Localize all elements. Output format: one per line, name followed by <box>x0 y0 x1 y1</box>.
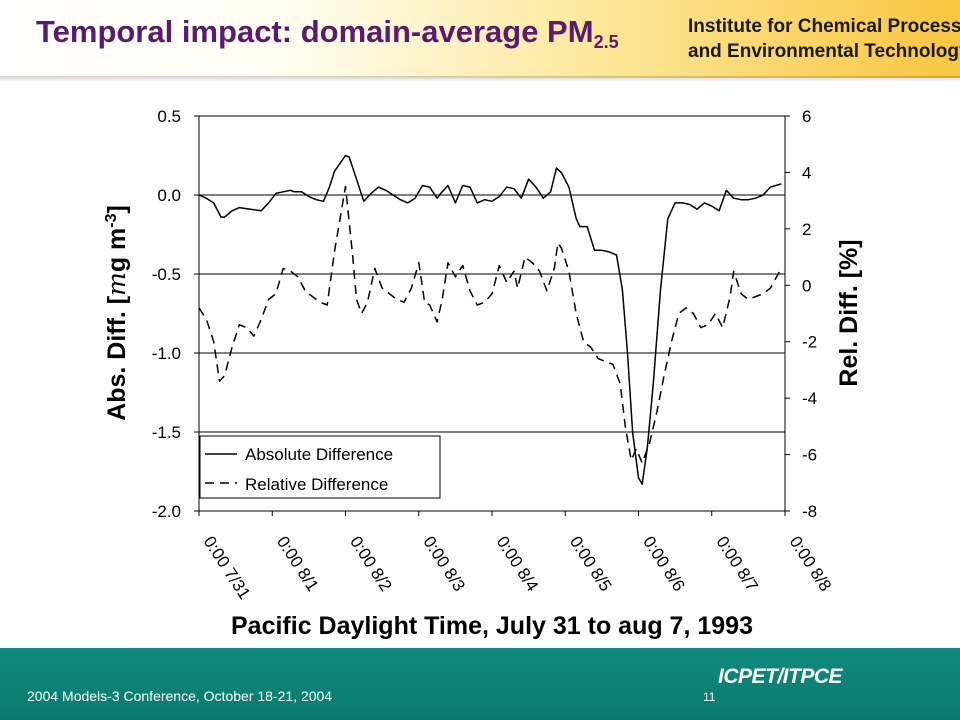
footer-conference-text: 2004 Models-3 Conference, October 18-21,… <box>27 688 333 704</box>
y-axis-title-right: Rel. Diff. [%] <box>835 239 863 386</box>
legend-label-relative: Relative Difference <box>245 475 388 494</box>
y-axis-title-left-mu: m <box>102 272 131 296</box>
x-axis-title: Pacific Daylight Time, July 31 to aug 7,… <box>231 612 753 640</box>
x-tick-label: 0:00 8/7 <box>712 533 761 595</box>
series-layer <box>198 154 782 485</box>
relative-difference-line <box>198 185 782 464</box>
right-tick-label: 4 <box>802 163 811 182</box>
x-axis-ticks: 0:00 7/31 0:00 8/1 0:00 8/2 0:00 8/3 0:00 8/… <box>198 511 835 603</box>
legend: Absolute Difference Relative Difference <box>199 435 441 499</box>
slide-title-subscript: 2.5 <box>593 32 619 52</box>
chart: 0.5 0.0 -0.5 -1.0 -1.5 -2.0 6 4 2 0 -2 -4 -6 -8 0:00… <box>102 107 863 640</box>
left-tick-label: 0.5 <box>157 107 181 126</box>
page-number: 11 <box>703 690 716 704</box>
y-axis-title-left-mid: g m <box>103 228 131 272</box>
slide-title: Temporal impact: domain-average PM2.5 <box>36 14 619 53</box>
left-tick-label: -2.0 <box>152 502 181 521</box>
right-tick-label: -8 <box>802 502 817 521</box>
right-tick-label: 6 <box>802 107 811 126</box>
slide-title-text: Temporal impact: domain-average PM <box>36 14 594 49</box>
institute-name: Institute for Chemical Process and Envir… <box>688 14 960 64</box>
right-axis-ticks: 6 4 2 0 -2 -4 -6 -8 <box>785 107 817 521</box>
x-tick-label: 0:00 8/6 <box>639 533 688 595</box>
legend-box <box>199 435 441 499</box>
chart-gridlines <box>199 194 785 433</box>
left-tick-label: -1.0 <box>152 344 181 363</box>
right-tick-label: -2 <box>802 333 817 352</box>
absolute-difference-line <box>198 154 782 485</box>
x-tick-label: 0:00 8/8 <box>786 533 835 595</box>
y-axis-title-left: Abs. Diff. [mg m-3] <box>102 205 131 421</box>
x-tick-label: 0:00 8/5 <box>566 533 615 595</box>
right-tick-label: 2 <box>802 220 811 239</box>
left-tick-label: -1.5 <box>152 423 181 442</box>
footer-bar <box>0 648 960 720</box>
x-tick-label: 0:00 8/4 <box>493 533 542 595</box>
left-axis-ticks: 0.5 0.0 -0.5 -1.0 -1.5 -2.0 <box>152 107 199 521</box>
x-tick-label: 0:00 7/31 <box>200 533 255 603</box>
y-axis-title-left-suffix: ] <box>103 205 131 213</box>
right-tick-label: 0 <box>802 276 811 295</box>
left-tick-label: 0.0 <box>157 186 181 205</box>
y-axis-title-left-exp: -3 <box>103 213 120 227</box>
icpet-logo: ICPET/ITPCE <box>718 665 843 688</box>
institute-line-1: Institute for Chemical Process <box>688 16 960 37</box>
institute-line-2: and Environmental Technology <box>688 41 960 62</box>
y-axis-title-left-prefix: Abs. Diff. [ <box>103 295 131 421</box>
left-tick-label: -0.5 <box>152 265 181 284</box>
x-tick-label: 0:00 8/3 <box>419 533 468 595</box>
header-banner <box>0 0 960 78</box>
right-tick-label: -6 <box>802 446 817 465</box>
right-tick-label: -4 <box>802 389 817 408</box>
x-tick-label: 0:00 8/1 <box>273 533 322 595</box>
x-tick-label: 0:00 8/2 <box>346 533 395 595</box>
legend-label-absolute: Absolute Difference <box>245 445 393 464</box>
header-shadow <box>0 76 960 82</box>
